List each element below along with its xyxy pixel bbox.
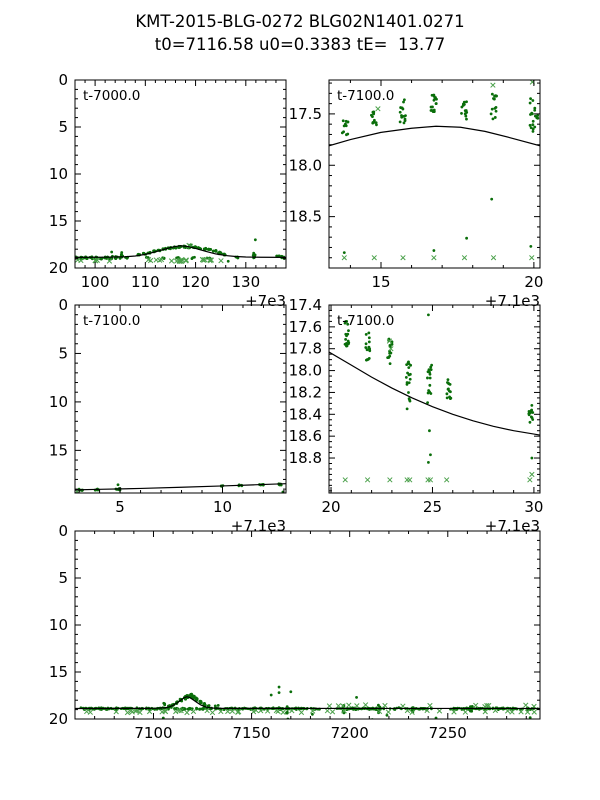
- y-tick-label: 5: [58, 344, 68, 362]
- panel-bottom: 7100 7150 7200 7250 0 5 10 15 20: [49, 522, 541, 742]
- y-tick-label: 10: [49, 165, 68, 183]
- y-tick-label: 15: [49, 663, 68, 681]
- axes-border: [328, 304, 541, 494]
- y-tick-label: 10: [49, 616, 68, 634]
- x-tick-label: 7150: [232, 724, 270, 742]
- model-curve: [75, 483, 286, 491]
- figure-title: KMT-2015-BLG-0272 BLG02N1401.0271: [135, 12, 465, 31]
- panel-middle-left: 5 10 0 5 10 15 t-7100.0 +7.1e3: [49, 296, 287, 535]
- y-tick-label: 0: [58, 296, 68, 314]
- y-tick-label: 17.4: [289, 296, 322, 314]
- x-axis-offset-label: +7.1e3: [485, 517, 540, 535]
- y-tick-label: 17.5: [289, 105, 322, 123]
- panel-annotation: t-7100.0: [83, 313, 140, 329]
- x-tick-label: 5: [115, 498, 125, 516]
- y-tick-label: 17.6: [289, 318, 322, 336]
- y-tick-label: 18.5: [289, 208, 322, 226]
- panel-annotation: t-7100.0: [337, 313, 394, 329]
- model-curve: [329, 125, 540, 147]
- data-layer: [329, 313, 540, 483]
- x-tick-label: 25: [423, 498, 442, 516]
- y-tick-label: 20: [49, 710, 68, 728]
- data-layer: [75, 685, 540, 719]
- model-curve: [329, 351, 540, 436]
- y-tick-label: 0: [58, 522, 68, 540]
- x-tick-label: 10: [213, 498, 232, 516]
- y-tick-label: 5: [58, 118, 68, 136]
- panel-top-left: 100 110 120 130 0 5 10 15 20 t-7000.0 +7e3: [49, 71, 287, 310]
- x-tick-label: 110: [131, 273, 160, 291]
- x-axis-offset-label: +7.1e3: [231, 517, 286, 535]
- y-tick-label: 10: [49, 393, 68, 411]
- y-tick-label: 18.6: [289, 427, 322, 445]
- x-tick-label: 15: [371, 273, 390, 291]
- x-tick-label: 20: [524, 273, 543, 291]
- axes-border: [328, 79, 541, 269]
- x-tick-label: 130: [231, 273, 260, 291]
- model-curve: [75, 245, 286, 258]
- y-tick-label: 18.2: [289, 383, 322, 401]
- y-tick-label: 5: [58, 569, 68, 587]
- axes-border: [74, 530, 541, 720]
- y-tick-label: 18.0: [289, 156, 322, 174]
- panel-annotation: t-7000.0: [83, 88, 140, 104]
- x-tick-label: 7250: [429, 724, 467, 742]
- x-tick-label: 30: [524, 498, 543, 516]
- data-layer: [329, 80, 540, 261]
- x-tick-label: 120: [181, 273, 210, 291]
- x-tick-label: 20: [321, 498, 340, 516]
- axis-ticks: [75, 530, 540, 720]
- data-layer: [75, 482, 286, 493]
- y-tick-label: 18.0: [289, 362, 322, 380]
- axis-ticks: [329, 304, 540, 493]
- model-curve: [75, 696, 540, 710]
- data-layer: [75, 238, 286, 265]
- y-tick-label: 15: [49, 212, 68, 230]
- axis-ticks: [75, 79, 286, 269]
- x-tick-label: 7100: [134, 724, 172, 742]
- axis-ticks: [329, 80, 540, 268]
- y-tick-label: 18.8: [289, 449, 322, 467]
- y-tick-label: 18.4: [289, 405, 322, 423]
- y-tick-label: 15: [49, 441, 68, 459]
- axis-ticks: [75, 304, 286, 493]
- y-tick-label: 17.8: [289, 340, 322, 358]
- figure-subtitle: t0=7116.58 u0=0.3383 tE= 13.77: [154, 35, 446, 54]
- panel-middle-right: 20 25 30 17.4 17.6 17.8 18.0 18.2 18.4 18.6 18.8 t-…: [289, 296, 544, 535]
- panel-annotation: t-7100.0: [337, 88, 394, 104]
- y-tick-label: 0: [58, 71, 68, 89]
- y-tick-label: 20: [49, 259, 68, 277]
- axes-border: [74, 304, 287, 494]
- x-axis-offset-label: +7e3: [245, 292, 286, 310]
- x-tick-label: 100: [81, 273, 110, 291]
- x-tick-label: 7200: [331, 724, 369, 742]
